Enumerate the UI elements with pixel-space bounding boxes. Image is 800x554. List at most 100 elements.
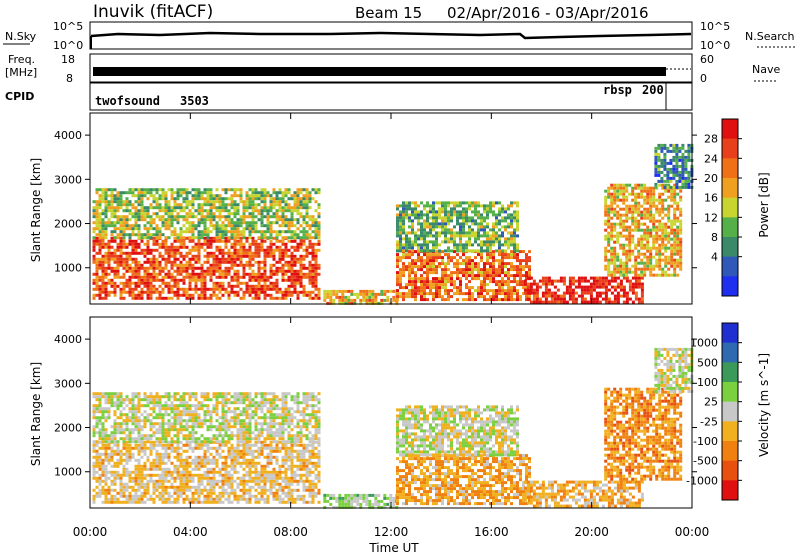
power-cell xyxy=(504,225,507,229)
power-cell xyxy=(119,296,123,300)
velocity-cell xyxy=(212,473,216,477)
power-cell xyxy=(260,266,264,270)
power-cell xyxy=(248,236,252,240)
power-cell xyxy=(444,219,447,223)
power-cell xyxy=(116,236,120,240)
power-cell xyxy=(667,237,671,241)
power-cell xyxy=(311,245,315,249)
power-cell xyxy=(480,268,483,272)
velocity-cell xyxy=(104,473,108,477)
power-cell xyxy=(176,221,180,225)
power-cell xyxy=(269,281,273,285)
power-cell xyxy=(619,261,623,265)
power-cell xyxy=(423,280,426,284)
power-cell xyxy=(414,283,417,287)
power-cell xyxy=(631,192,635,196)
power-cell xyxy=(622,207,626,211)
velocity-cell xyxy=(131,476,135,480)
power-cell xyxy=(146,269,150,273)
power-cell xyxy=(275,281,279,285)
power-cell xyxy=(173,269,177,273)
velocity-cell xyxy=(176,473,180,477)
power-cell xyxy=(275,209,279,213)
power-cell xyxy=(672,170,676,174)
power-cell xyxy=(296,281,300,285)
power-cell xyxy=(185,194,189,198)
power-cell xyxy=(405,265,408,269)
power-cell xyxy=(122,272,126,276)
power-cell xyxy=(95,212,99,216)
power-cell xyxy=(592,300,596,304)
power-cell xyxy=(224,206,228,210)
power-cell xyxy=(616,282,620,286)
power-cell xyxy=(516,253,519,257)
power-cell xyxy=(666,167,670,171)
power-cell xyxy=(95,293,99,297)
power-cell xyxy=(471,222,474,226)
power-cell xyxy=(616,258,620,262)
power-cell xyxy=(185,197,189,201)
power-cell xyxy=(173,233,177,237)
velocity-cell xyxy=(173,497,177,501)
power-cell xyxy=(158,194,162,198)
power-cell xyxy=(308,227,312,231)
power-cell xyxy=(104,194,108,198)
power-cell xyxy=(532,288,536,292)
power-cell xyxy=(435,289,438,293)
velocity-cell xyxy=(113,500,117,504)
freq-label: Freq. xyxy=(8,53,35,66)
velocity-cell xyxy=(158,443,162,447)
velocity-cell xyxy=(194,464,198,468)
power-cell xyxy=(426,256,429,260)
power-y-axis-label: Slant Range [km] xyxy=(29,158,43,262)
power-cell xyxy=(450,277,453,281)
power-cell xyxy=(278,287,282,291)
power-cell xyxy=(495,216,498,220)
power-cell xyxy=(610,231,614,235)
power-cell xyxy=(655,228,659,232)
power-cell xyxy=(414,280,417,284)
power-cell xyxy=(654,182,658,186)
power-cell xyxy=(672,143,676,147)
power-cell xyxy=(438,292,441,296)
power-cell xyxy=(158,197,162,201)
power-cell xyxy=(182,188,186,192)
power-cell xyxy=(456,268,459,272)
power-cell xyxy=(453,237,456,241)
power-cell xyxy=(673,201,677,205)
velocity-cell xyxy=(149,443,153,447)
power-cell xyxy=(140,290,144,294)
power-cell xyxy=(314,281,318,285)
power-cell xyxy=(681,155,685,159)
power-cell xyxy=(263,287,267,291)
power-cell xyxy=(589,282,593,286)
power-cell xyxy=(495,213,498,217)
power-cell xyxy=(104,233,108,237)
power-cell xyxy=(200,269,204,273)
power-cell xyxy=(266,251,270,255)
power-cell xyxy=(197,233,201,237)
power-cell xyxy=(613,246,617,250)
velocity-cell xyxy=(167,443,171,447)
power-cell xyxy=(676,252,680,256)
power-cell xyxy=(209,287,213,291)
power-cell xyxy=(408,268,411,272)
power-cell xyxy=(435,213,438,217)
velocity-cell xyxy=(110,497,114,501)
power-cell xyxy=(625,249,629,253)
power-cell xyxy=(134,248,138,252)
power-cell xyxy=(456,274,459,278)
power-cell xyxy=(227,257,231,261)
power-cell xyxy=(652,213,656,217)
power-cell xyxy=(257,248,261,252)
power-cell xyxy=(465,256,468,260)
power-cell xyxy=(586,288,590,292)
power-cell xyxy=(137,278,141,282)
power-cell xyxy=(194,242,198,246)
velocity-cell xyxy=(134,467,138,471)
power-cell xyxy=(507,274,510,278)
power-cell xyxy=(450,237,453,241)
power-cell xyxy=(203,296,207,300)
velocity-cell xyxy=(98,464,102,468)
power-cell xyxy=(628,183,632,187)
